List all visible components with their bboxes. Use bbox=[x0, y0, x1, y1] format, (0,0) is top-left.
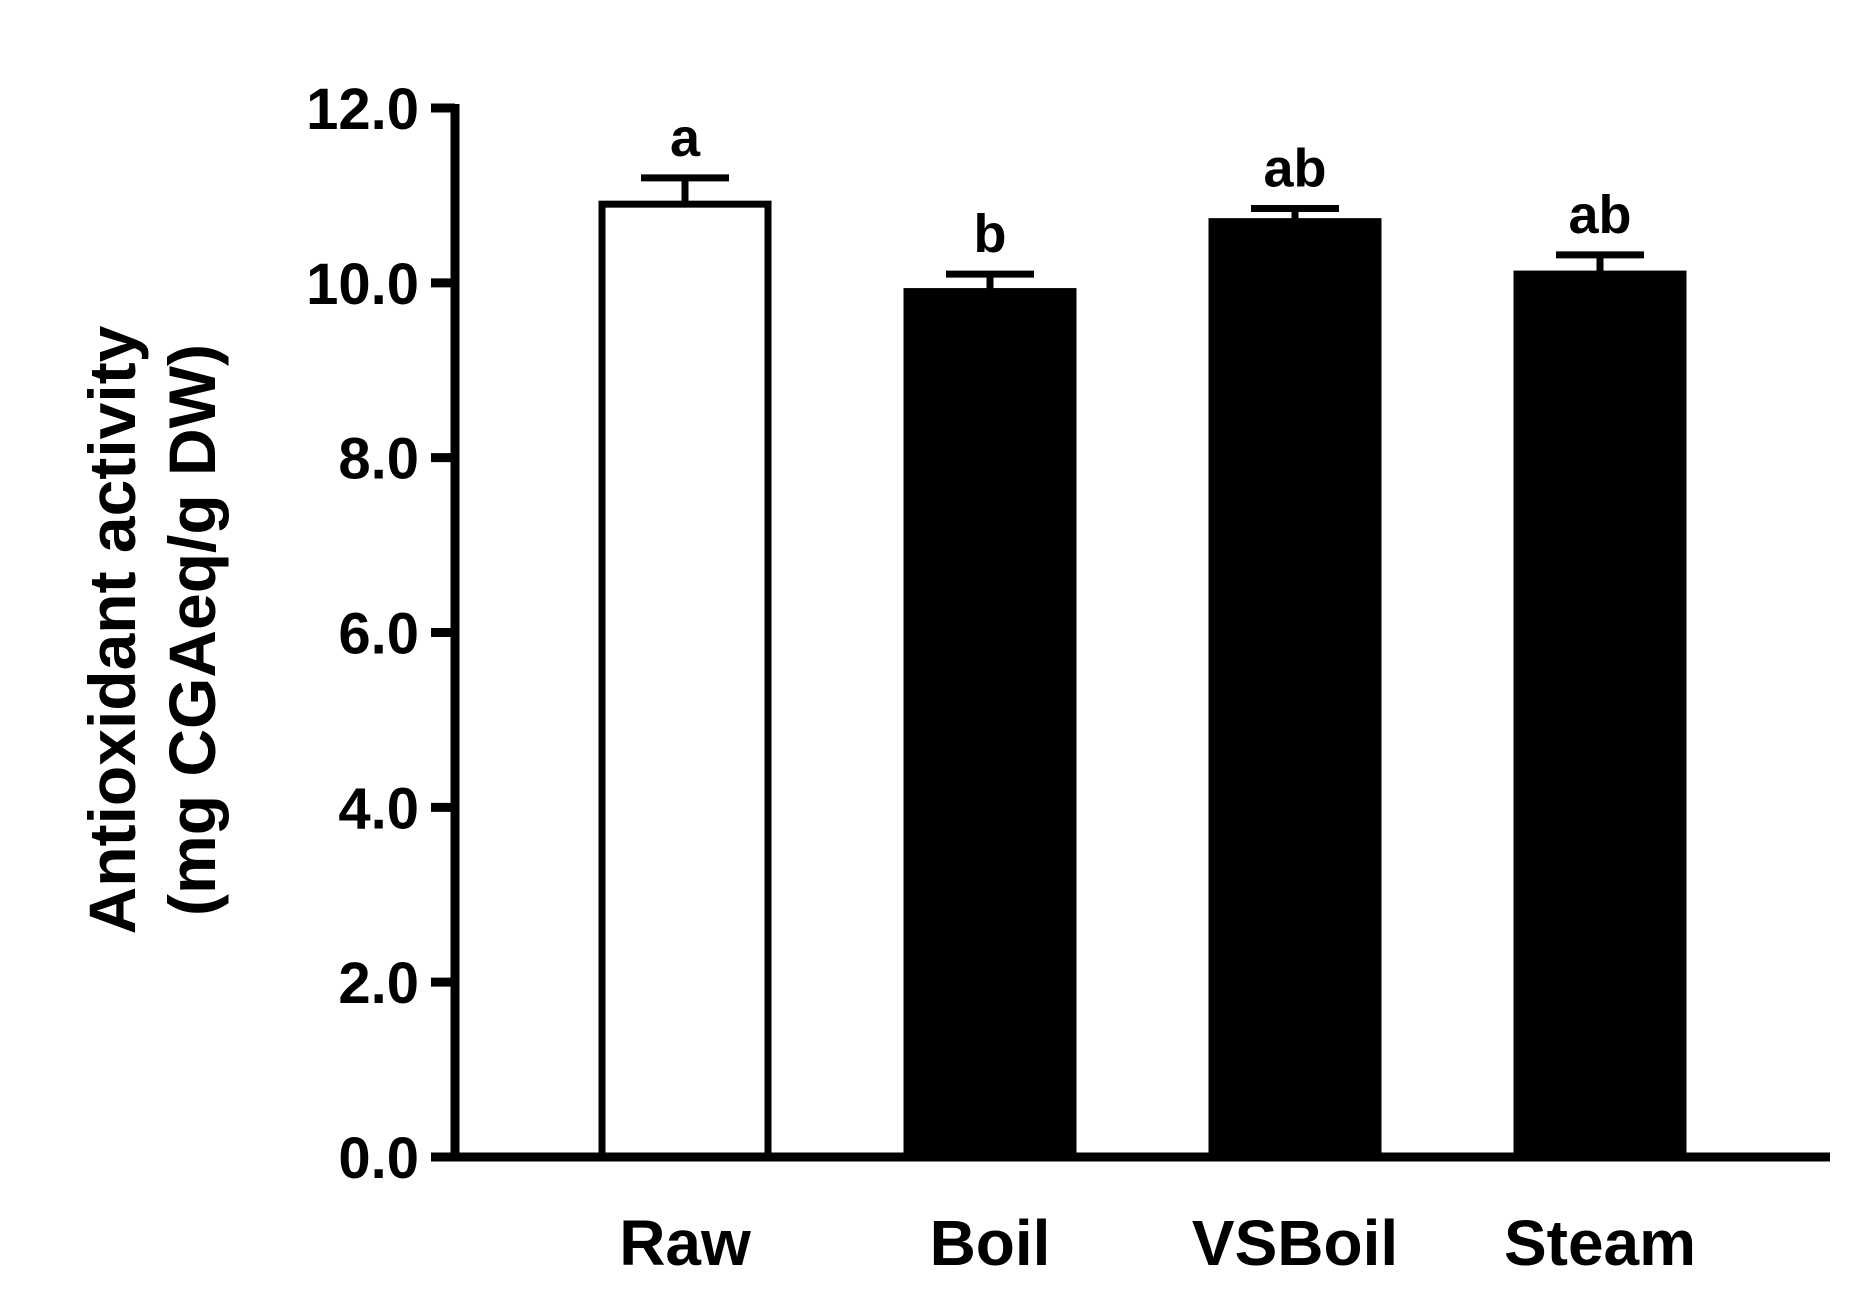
y-tick-label: 8.0 bbox=[338, 427, 419, 492]
y-ticks-group: 0.0 2.0 4.0 6.0 8.0 10.0 12.0 bbox=[306, 77, 455, 1191]
category-label-boil: Boil bbox=[930, 1207, 1051, 1279]
category-label-raw: Raw bbox=[619, 1207, 751, 1279]
error-bars-group bbox=[641, 174, 1644, 292]
bar-raw bbox=[598, 200, 772, 1161]
y-tick-label: 0.0 bbox=[338, 1126, 419, 1191]
bar-vsboil bbox=[1208, 218, 1382, 1161]
y-axis-title: Antioxidant activity (mg CGAeq/g DW) bbox=[75, 325, 229, 934]
bars-group bbox=[598, 200, 1687, 1161]
y-tick-label: 10.0 bbox=[306, 252, 419, 317]
category-labels-group: Raw Boil VSBoil Steam bbox=[619, 1207, 1696, 1279]
significance-letter-steam: ab bbox=[1568, 185, 1631, 245]
significance-letter-boil: b bbox=[974, 204, 1007, 264]
bar-boil bbox=[903, 288, 1077, 1161]
y-axis-unit: (mg CGAeq/g DW) bbox=[155, 344, 229, 916]
y-tick-label: 4.0 bbox=[338, 776, 419, 841]
y-axis-label: Antioxidant activity bbox=[75, 325, 149, 934]
y-tick-label: 2.0 bbox=[338, 951, 419, 1016]
category-label-steam: Steam bbox=[1504, 1207, 1696, 1279]
y-tick-label: 12.0 bbox=[306, 77, 419, 142]
significance-letter-vsboil: ab bbox=[1263, 139, 1326, 199]
y-tick-label: 6.0 bbox=[338, 602, 419, 667]
bar-steam bbox=[1513, 270, 1687, 1161]
category-label-vsboil: VSBoil bbox=[1192, 1207, 1398, 1279]
significance-letter-raw: a bbox=[670, 108, 701, 168]
